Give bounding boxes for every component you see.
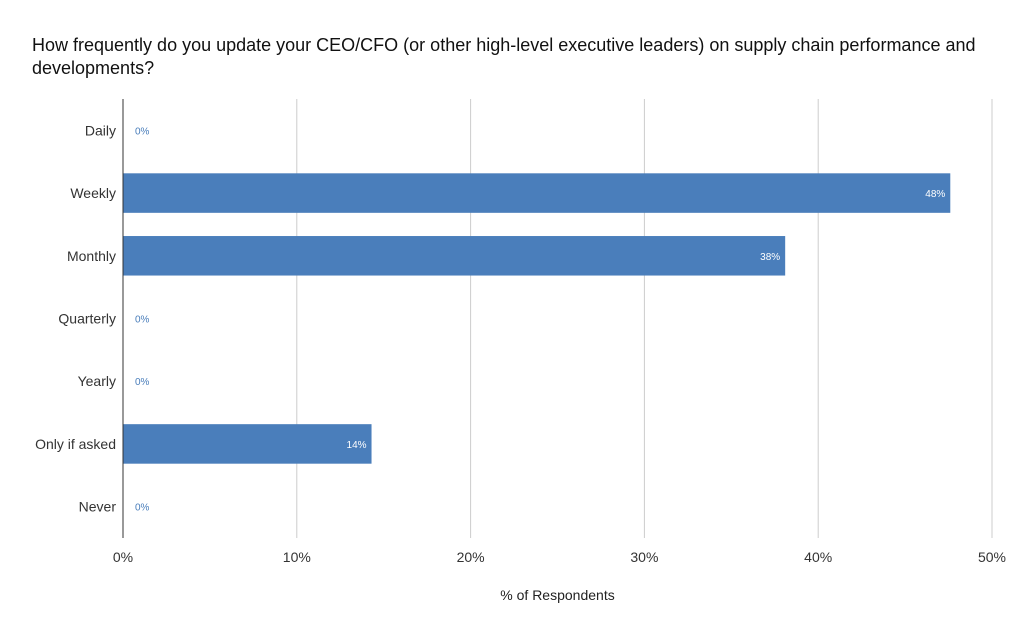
x-tick-label: 20% [457,549,485,565]
gridlines [296,99,993,538]
data-label: 0% [135,503,150,514]
x-tick-label: 30% [630,549,658,565]
x-tick-labels: 0% 10% 20% 30% 40% 50% [113,549,1006,565]
category-label: Never [79,499,117,515]
category-label: Only if asked [35,436,116,452]
category-label: Monthly [67,248,116,264]
data-label: 38% [760,252,780,263]
data-labels: 0% 48% 38% 0% 0% 14% 0% [135,126,945,513]
x-tick-label: 10% [283,549,311,565]
category-label: Weekly [70,185,116,201]
bar [123,424,372,464]
data-label: 0% [135,315,150,326]
x-tick-label: 50% [978,549,1006,565]
bar [123,173,951,213]
x-tick-label: 0% [113,549,133,565]
data-label: 14% [347,440,367,451]
data-label: 0% [135,377,150,388]
bars [123,173,951,464]
x-tick-label: 40% [804,549,832,565]
category-label: Daily [85,122,116,138]
chart-title: How frequently do you update your CEO/CF… [32,35,976,78]
bar [123,236,786,276]
data-label: 48% [925,189,945,200]
category-label: Yearly [78,373,116,389]
category-label: Quarterly [58,311,116,327]
data-label: 0% [135,126,150,137]
x-axis-title: % of Respondents [500,587,614,603]
category-labels: Daily Weekly Monthly Quarterly Yearly Only if… [35,122,116,514]
